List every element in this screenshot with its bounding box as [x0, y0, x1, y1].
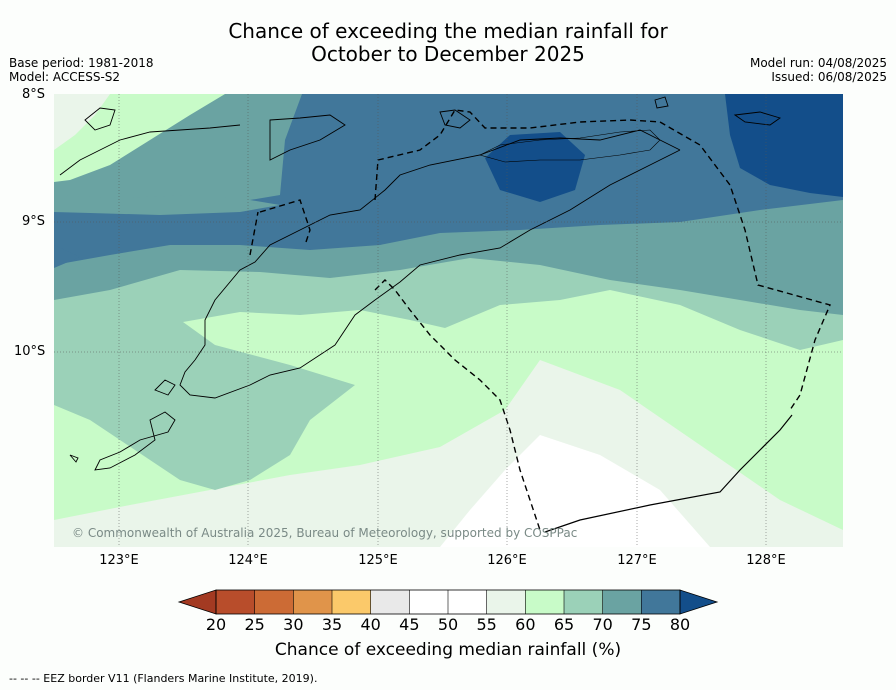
copyright-notice: © Commonwealth of Australia 2025, Bureau…	[72, 526, 578, 540]
lon-label-124e: 124°E	[228, 553, 268, 568]
colorbar-tick-label: 70	[592, 615, 613, 634]
region-75-80-left	[54, 245, 80, 268]
lat-label-10s: 10°S	[14, 344, 46, 359]
colorbar-segment	[448, 590, 488, 614]
timor-coast-north	[194, 129, 681, 361]
chart-title: Chance of exceeding the median rainfall …	[0, 20, 896, 66]
eez-line-wetar	[374, 109, 831, 411]
region-70-75-tongue	[54, 195, 280, 215]
colorbar-tick-label: 75	[631, 615, 652, 634]
title-line-2: October to December 2025	[311, 42, 585, 66]
colorbar-segment	[602, 590, 642, 614]
region-80-central	[485, 132, 585, 202]
region-80-east	[725, 94, 843, 197]
sumba-fragment	[69, 454, 79, 463]
colorbar-segment	[486, 590, 526, 614]
lat-label-8s: 8°S	[22, 87, 46, 102]
romang-island	[654, 96, 669, 109]
lon-label-126e: 126°E	[487, 553, 527, 568]
timor-coast-south	[179, 149, 681, 399]
wetar-island	[479, 129, 661, 163]
colorbar-tick-label: 40	[360, 615, 381, 634]
region-60-65-nw	[54, 94, 225, 182]
eez-line-centre	[374, 279, 541, 531]
colorbar-tick-label: 60	[515, 615, 536, 634]
colorbar-extend-high	[679, 589, 719, 615]
lembata-island	[84, 107, 116, 131]
colorbar-segment	[525, 590, 565, 614]
colorbar-tick-label: 25	[244, 615, 265, 634]
lon-label-123e: 123°E	[99, 553, 139, 568]
colorbar-segment	[409, 590, 449, 614]
pantar-island	[269, 114, 346, 161]
colorbar-tick-label: 55	[476, 615, 497, 634]
colorbar-segment	[293, 590, 333, 614]
colorbar-tick-label: 45	[399, 615, 420, 634]
rainfall-map	[54, 94, 843, 547]
model-run: Model run: 04/08/2025	[749, 56, 887, 70]
lon-label-127e: 127°E	[617, 553, 657, 568]
colorbar-title: Chance of exceeding median rainfall (%)	[274, 640, 622, 660]
colorbar-segment	[216, 590, 256, 614]
issued-date: Issued: 06/08/2025	[771, 70, 887, 84]
colorbar-segment	[332, 590, 372, 614]
damar-island	[733, 111, 782, 126]
eez-line-mid	[249, 211, 259, 256]
colorbar-segment	[564, 590, 604, 614]
lat-label-9s: 9°S	[22, 214, 46, 229]
model-name: Model: ACCESS-S2	[9, 70, 121, 84]
colorbar-segment	[641, 590, 681, 614]
colorbar-tick-label: 80	[669, 615, 691, 634]
eez-footnote: -- -- -- EEZ border V11 (Flanders Marine…	[9, 672, 318, 685]
eez-border	[249, 109, 831, 531]
colorbar-tick-label: 30	[283, 615, 304, 634]
rote-island	[94, 411, 176, 471]
colorbar-segment	[370, 590, 410, 614]
semau-island	[154, 379, 176, 396]
model-info-left: Base period: 1981-2018 Model: ACCESS-S2	[9, 56, 154, 84]
graticule	[54, 94, 843, 547]
lon-label-125e: 125°E	[358, 553, 398, 568]
colorbar-segment	[254, 590, 294, 614]
colorbar-tick-label: 50	[437, 615, 459, 634]
lon-label-128e: 128°E	[746, 553, 786, 568]
coastlines	[59, 96, 782, 471]
colorbar-tick-label: 20	[205, 615, 227, 634]
colorbar-tick-label: 35	[321, 615, 343, 634]
region-50-55	[440, 435, 710, 547]
base-period: Base period: 1981-2018	[9, 56, 154, 70]
boundary-solid	[544, 414, 793, 533]
colorbar-extend-low	[177, 589, 217, 615]
colorbar	[177, 589, 719, 615]
alor-island	[439, 109, 471, 129]
title-line-1: Chance of exceeding the median rainfall …	[228, 19, 668, 43]
flores-east-coast	[59, 124, 241, 176]
model-info-right: Model run: 04/08/2025 Issued: 06/08/2025	[750, 56, 887, 84]
eez-line-north	[259, 199, 311, 246]
region-55-60-nw	[54, 94, 110, 150]
colorbar-tick-label: 65	[553, 615, 575, 634]
